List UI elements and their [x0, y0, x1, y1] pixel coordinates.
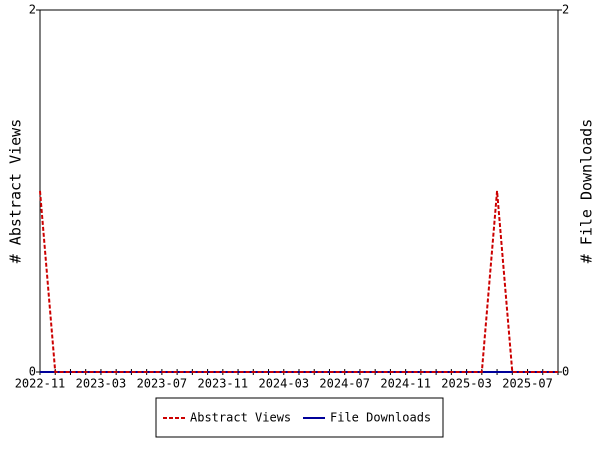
- x-tick-label: 2024-11: [380, 377, 431, 391]
- x-tick-label: 2024-03: [258, 377, 309, 391]
- x-tick-label: 2024-07: [319, 377, 370, 391]
- legend-label: Abstract Views: [190, 411, 291, 425]
- y-axis-title: # Abstract Views: [7, 119, 25, 264]
- x-tick-label: 2022-11: [15, 377, 66, 391]
- plot-frame: [39, 9, 559, 373]
- legend-box: [155, 397, 444, 438]
- x-tick-label: 2023-07: [137, 377, 188, 391]
- x-tick-label: 2025-07: [502, 377, 553, 391]
- y-tick-label: 2: [29, 3, 36, 17]
- y2-axis-title: # File Downloads: [578, 119, 596, 264]
- x-tick-label: 2023-11: [198, 377, 249, 391]
- series-line: [39, 190, 558, 373]
- x-tick-label: 2023-03: [76, 377, 127, 391]
- y2-tick-label: 0: [562, 365, 569, 379]
- y2-tick-label: 2: [562, 3, 569, 17]
- legend-label: File Downloads: [330, 411, 431, 425]
- y-tick-label: 0: [29, 365, 36, 379]
- x-tick-label: 2025-03: [441, 377, 492, 391]
